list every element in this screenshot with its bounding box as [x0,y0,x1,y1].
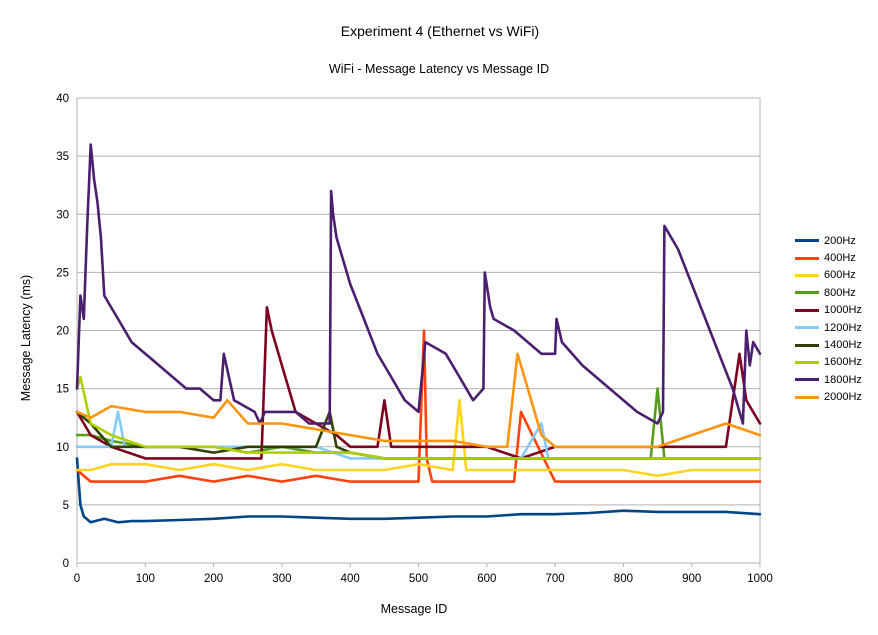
series-line-1800hz [75,143,762,425]
legend-swatch [795,378,819,382]
y-tick-label: 20 [56,326,69,338]
y-tick-label: 40 [56,93,69,105]
chart-subtitle: WiFi - Message Latency vs Message ID [329,62,549,76]
y-axis-label: Message Latency (ms) [19,275,33,401]
legend-item: 800Hz [795,284,862,301]
legend: 200Hz 400Hz 600Hz 800Hz 1000Hz 1200Hz 1400Hz 16… [795,232,862,406]
legend-swatch [795,256,819,260]
legend-swatch [795,291,819,295]
series-line-600hz [75,398,762,478]
y-tick-label: 35 [56,151,69,163]
legend-item: 600Hz [795,267,862,284]
legend-label: 600Hz [824,269,856,282]
legend-item: 1800Hz [795,371,862,388]
x-axis-ticks: 0 100 200 300 400 500 600 700 800 900 1000 [74,563,773,585]
gridlines [77,97,760,564]
legend-label: 1400Hz [824,339,862,352]
series-line-400hz [75,329,762,483]
x-tick-label: 0 [74,573,80,585]
x-tick-label: 100 [136,573,155,585]
legend-item: 1200Hz [795,319,862,336]
series-line-2000hz [75,352,762,449]
x-tick-label: 600 [477,573,496,585]
series-layer [75,143,762,524]
legend-item: 400Hz [795,249,862,266]
y-tick-label: 30 [56,209,69,221]
legend-item: 1000Hz [795,302,862,319]
legend-item: 1600Hz [795,354,862,371]
y-tick-label: 15 [56,384,69,396]
y-axis-ticks: 0 5 10 15 20 25 30 35 40 [56,93,69,570]
legend-label: 800Hz [824,286,856,299]
series-line-1600hz [75,375,762,460]
legend-label: 1200Hz [824,321,862,334]
legend-label: 1600Hz [824,356,862,369]
x-tick-label: 400 [341,573,360,585]
legend-swatch [795,326,819,330]
legend-swatch [795,343,819,347]
legend-swatch [795,308,819,312]
x-tick-label: 700 [546,573,565,585]
x-tick-label: 900 [682,573,701,585]
legend-item: 2000Hz [795,389,862,406]
x-tick-label: 1000 [747,573,773,585]
legend-label: 1000Hz [824,304,862,317]
x-tick-label: 200 [204,573,223,585]
legend-swatch [795,273,819,277]
legend-label: 2000Hz [824,391,862,404]
legend-label: 200Hz [824,234,856,247]
legend-swatch [795,360,819,364]
x-tick-label: 300 [272,573,291,585]
x-tick-label: 800 [614,573,633,585]
series-line-200hz [75,457,762,524]
x-axis-label: Message ID [381,602,448,616]
x-tick-label: 500 [409,573,428,585]
y-tick-label: 5 [63,500,69,512]
legend-label: 1800Hz [824,373,862,386]
legend-label: 400Hz [824,252,856,265]
legend-item: 200Hz [795,232,862,249]
chart-title: Experiment 4 (Ethernet vs WiFi) [341,23,539,39]
legend-swatch [795,395,819,399]
legend-swatch [795,239,819,243]
legend-item: 1400Hz [795,336,862,353]
y-tick-label: 0 [63,558,69,570]
y-tick-label: 25 [56,267,69,279]
y-tick-label: 10 [56,442,69,454]
